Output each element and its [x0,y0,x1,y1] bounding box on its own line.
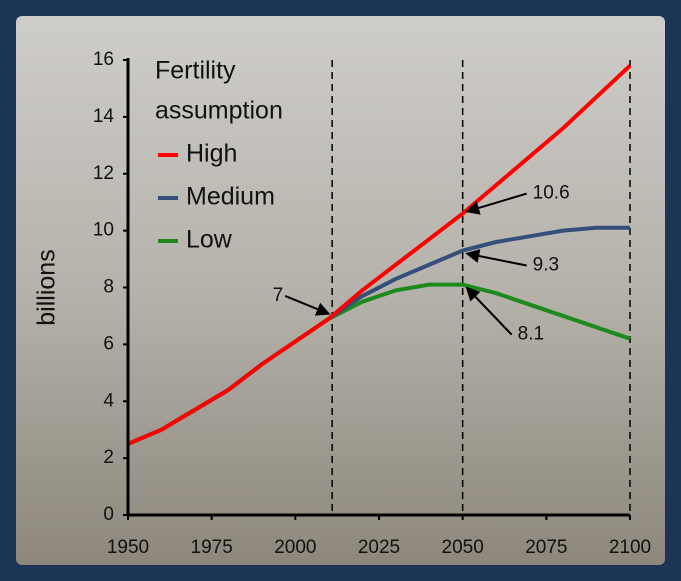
legend-label: Low [186,226,233,254]
y-tick-label: 12 [93,163,114,184]
legend-title: Fertility [155,57,236,85]
y-tick-label: 8 [103,277,114,298]
x-tick-label: 2100 [609,537,651,558]
annotation-label: 7 [273,285,284,306]
y-tick-label: 4 [103,390,114,411]
chart: 0 2 4 6 8 10 12 14 16 1950 1975 2000 2025 2050 2075 210… [0,0,681,581]
x-tick-label: 1950 [107,537,149,558]
y-tick-label: 16 [93,49,114,70]
y-tick-label: 2 [103,447,114,468]
annotation-label: 8.1 [518,324,544,345]
y-tick-label: 6 [103,333,114,354]
legend-label: Medium [186,183,275,211]
y-tick-label: 14 [93,106,115,127]
y-axis-label: billions [33,249,61,325]
x-tick-label: 2000 [274,537,316,558]
legend-label: High [186,140,237,168]
annotation-label: 9.3 [533,255,559,276]
x-tick-label: 2050 [442,537,484,558]
y-tick-label: 0 [103,504,114,525]
x-tick-label: 2075 [525,537,567,558]
legend-title: assumption [155,97,283,125]
x-tick-label: 1975 [191,537,233,558]
x-tick-label: 2025 [358,537,400,558]
y-tick-label: 10 [93,220,114,241]
annotation-label: 10.6 [533,183,570,204]
page: {"chart_data": {"type": "line", "y_label… [0,0,681,581]
